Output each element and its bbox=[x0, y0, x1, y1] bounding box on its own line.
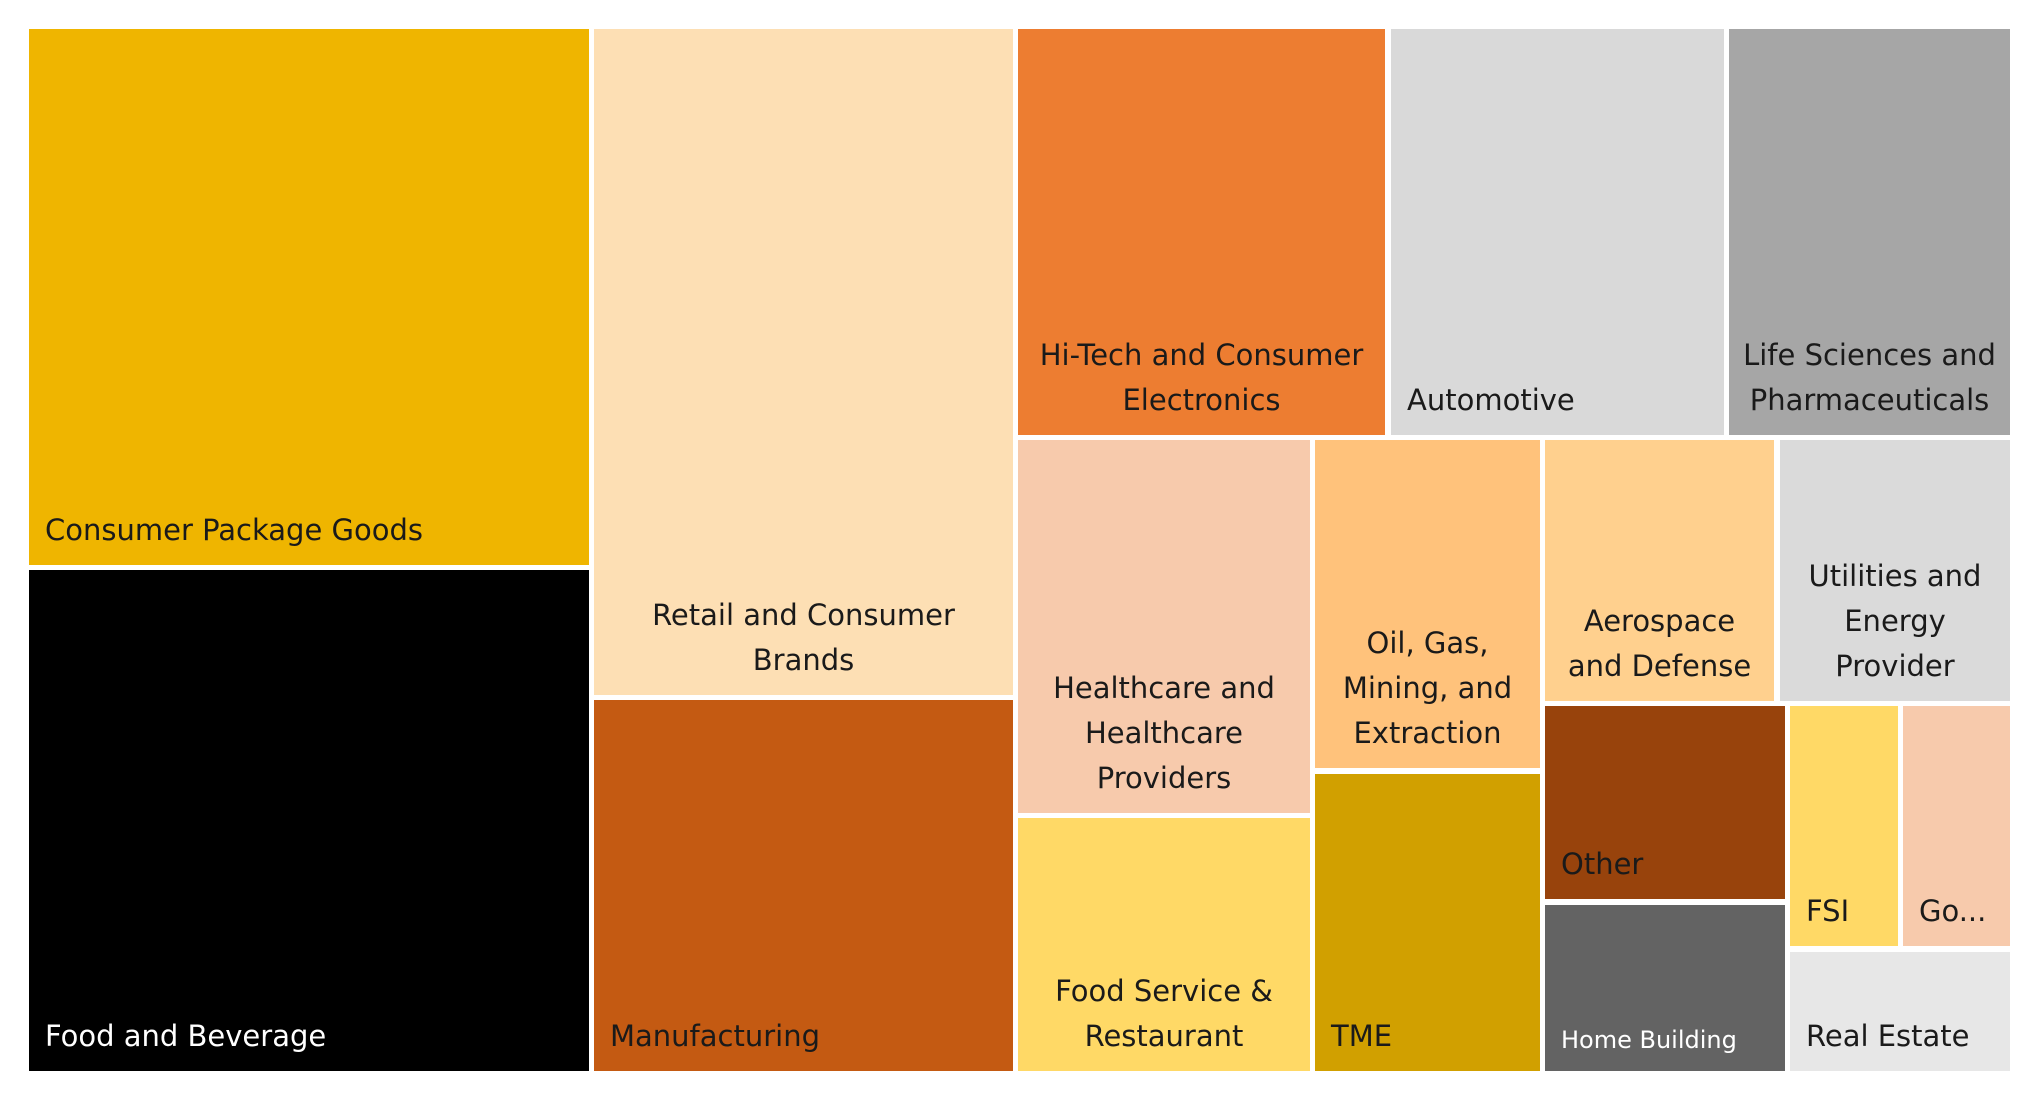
treemap-tile: Real Estate bbox=[1790, 952, 2010, 1071]
treemap-tile: Go... bbox=[1903, 706, 2010, 946]
treemap-tile-label: Oil, Gas, Mining, and Extraction bbox=[1342, 626, 1513, 750]
treemap-tile-label: Aerospace and Defense bbox=[1567, 604, 1752, 683]
treemap-tile-label: Manufacturing bbox=[610, 1019, 820, 1053]
treemap-tile-label: Life Sciences and Pharmaceuticals bbox=[1743, 338, 1996, 417]
treemap-tile: Oil, Gas, Mining, and Extraction bbox=[1315, 440, 1540, 768]
treemap-tile: TME bbox=[1315, 774, 1540, 1071]
treemap-tile: Consumer Package Goods bbox=[29, 29, 589, 565]
treemap-tile: Life Sciences and Pharmaceuticals bbox=[1729, 29, 2010, 435]
treemap-tile: Home Building bbox=[1545, 905, 1785, 1071]
treemap-tile-label: Hi-Tech and Consumer Electronics bbox=[1039, 338, 1364, 417]
treemap-tile-label: Utilities and Energy Provider bbox=[1808, 559, 1982, 683]
treemap-tile-label: Food and Beverage bbox=[45, 1019, 327, 1053]
treemap-tile-label: Real Estate bbox=[1806, 1019, 1970, 1053]
treemap-tile-label: Other bbox=[1561, 847, 1644, 881]
treemap-tile: Utilities and Energy Provider bbox=[1780, 440, 2010, 701]
treemap-tile: Other bbox=[1545, 706, 1785, 899]
treemap-tile: FSI bbox=[1790, 706, 1898, 946]
treemap-tile: Hi-Tech and Consumer Electronics bbox=[1018, 29, 1385, 435]
treemap-tile: Manufacturing bbox=[594, 700, 1013, 1071]
treemap-tile-label: TME bbox=[1331, 1019, 1393, 1053]
treemap-tile: Automotive bbox=[1391, 29, 1724, 435]
treemap-tile-label: Automotive bbox=[1407, 383, 1575, 417]
treemap-tile-label: Healthcare and Healthcare Providers bbox=[1053, 671, 1275, 795]
treemap-tile-label: Food Service & Restaurant bbox=[1055, 974, 1273, 1053]
treemap-tile-label: Retail and Consumer Brands bbox=[652, 598, 955, 677]
treemap-tile-label: Consumer Package Goods bbox=[45, 513, 423, 547]
treemap-tile: Food Service & Restaurant bbox=[1018, 818, 1310, 1071]
treemap-tile-label: Home Building bbox=[1561, 1026, 1737, 1054]
treemap-tile-label: Go... bbox=[1919, 894, 1987, 928]
treemap-tile: Retail and Consumer Brands bbox=[594, 29, 1013, 695]
treemap-tile-label: FSI bbox=[1806, 894, 1850, 928]
treemap-tile: Healthcare and Healthcare Providers bbox=[1018, 440, 1310, 813]
treemap-tile: Food and Beverage bbox=[29, 570, 589, 1071]
treemap-tile: Aerospace and Defense bbox=[1545, 440, 1774, 701]
